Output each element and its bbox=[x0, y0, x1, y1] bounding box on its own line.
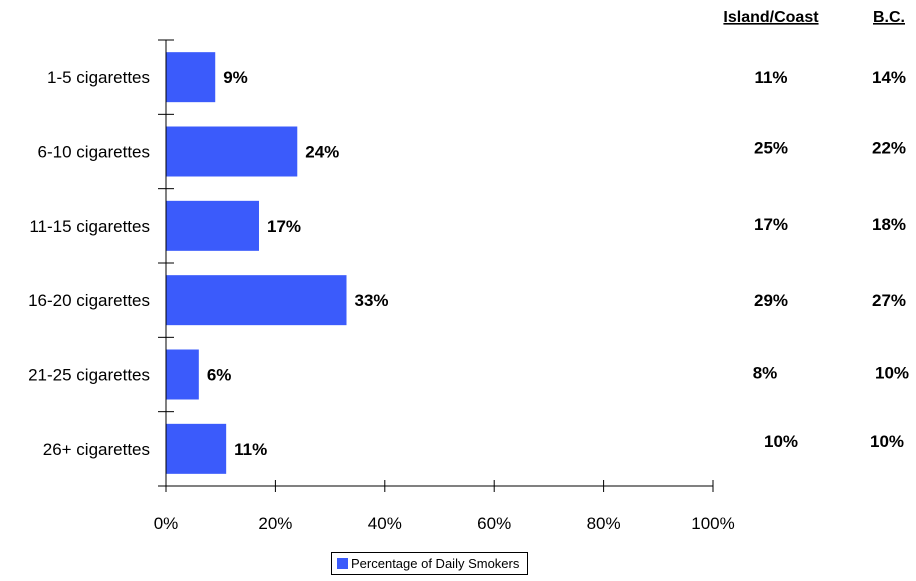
category-label: 11-15 cigarettes bbox=[29, 217, 150, 236]
legend: Percentage of Daily Smokers bbox=[331, 552, 529, 575]
column-value: 8% bbox=[753, 364, 778, 383]
category-label: 6-10 cigarettes bbox=[38, 143, 150, 162]
bar bbox=[166, 423, 227, 474]
category-label: 21-25 cigarettes bbox=[28, 366, 150, 385]
labels-group: 1-5 cigarettes 9% 6-10 cigarettes 24% 11-15 … bbox=[28, 68, 735, 533]
column-value: 29% bbox=[754, 291, 788, 310]
column-value: 25% bbox=[754, 139, 788, 158]
legend-label: Percentage of Daily Smokers bbox=[351, 556, 520, 571]
column-value: 11% bbox=[754, 68, 787, 87]
column-value: 10% bbox=[870, 432, 904, 451]
data-label: 11% bbox=[234, 440, 267, 459]
column-value: 18% bbox=[872, 215, 906, 234]
ticks-group bbox=[158, 39, 714, 492]
data-label: 6% bbox=[207, 366, 232, 385]
column-value: 10% bbox=[764, 432, 798, 451]
category-label: 16-20 cigarettes bbox=[28, 291, 150, 310]
column-value: 17% bbox=[754, 215, 788, 234]
data-label: 9% bbox=[223, 68, 248, 87]
category-label: 26+ cigarettes bbox=[43, 440, 150, 459]
category-label: 1-5 cigarettes bbox=[47, 68, 150, 87]
x-tick-label: 60% bbox=[477, 514, 511, 533]
bar bbox=[166, 275, 347, 326]
x-tick-label: 40% bbox=[368, 514, 402, 533]
column-value: 22% bbox=[872, 139, 906, 158]
data-label: 33% bbox=[355, 291, 389, 310]
x-tick-label: 0% bbox=[154, 514, 179, 533]
bar bbox=[166, 200, 259, 251]
bar bbox=[166, 52, 216, 103]
axes-group bbox=[165, 40, 713, 487]
comparison-columns: Island/Coast 11% 25% 17% 29% 8% 10% B.C. 14% 22% 1… bbox=[723, 9, 909, 451]
column-value: 14% bbox=[872, 68, 906, 87]
data-label: 24% bbox=[305, 143, 339, 162]
bars-group bbox=[166, 52, 347, 474]
column-value: 10% bbox=[875, 364, 909, 383]
column-value: 27% bbox=[872, 291, 906, 310]
x-tick-label: 20% bbox=[258, 514, 292, 533]
column-header: B.C. bbox=[873, 9, 905, 26]
column-header: Island/Coast bbox=[723, 9, 819, 26]
x-tick-label: 80% bbox=[587, 514, 621, 533]
data-label: 17% bbox=[267, 217, 301, 236]
bar bbox=[166, 126, 298, 177]
bar bbox=[166, 349, 199, 400]
x-tick-label: 100% bbox=[691, 514, 734, 533]
legend-swatch bbox=[337, 558, 348, 569]
